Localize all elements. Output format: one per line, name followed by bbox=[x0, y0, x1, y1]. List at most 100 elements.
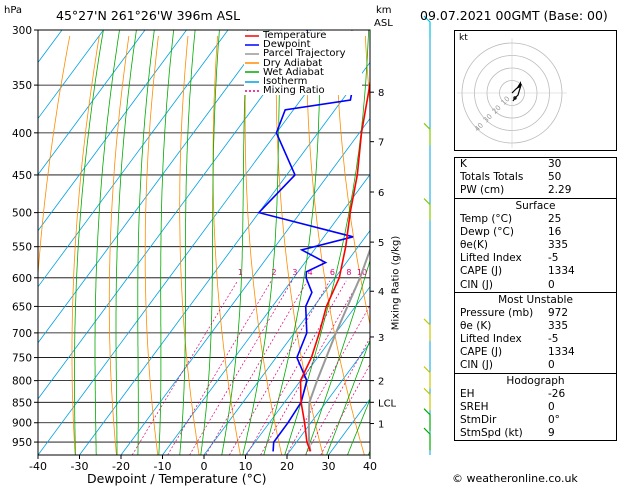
temperature-tick-label: -10 bbox=[154, 460, 172, 473]
index-label: EH bbox=[460, 387, 475, 400]
isotherm-line bbox=[38, 30, 353, 455]
dry-adiabat-line bbox=[335, 35, 370, 327]
index-label: Lifted Index bbox=[460, 252, 522, 265]
dry-adiabat-line bbox=[275, 35, 324, 455]
index-row: CIN (J) 0 bbox=[455, 279, 616, 292]
index-value: 0° bbox=[548, 414, 560, 426]
temperature-tick-label: 40 bbox=[363, 460, 377, 473]
legend-swatch bbox=[245, 89, 259, 92]
isotherm-line bbox=[38, 30, 187, 232]
legend-label: Wet Adiabat bbox=[263, 66, 324, 78]
x-axis-label: Dewpoint / Temperature (°C) bbox=[87, 471, 267, 486]
parcel-trajectory-line bbox=[307, 246, 370, 452]
pressure-tick-label: 550 bbox=[12, 242, 32, 254]
wet-adiabat-line bbox=[94, 30, 120, 455]
mixing-ratio-line bbox=[167, 280, 272, 455]
legend-label: Dewpoint bbox=[263, 39, 311, 51]
dry-adiabat-line bbox=[108, 35, 130, 455]
pressure-tick-label: 800 bbox=[12, 376, 32, 388]
wind-barb-icon bbox=[423, 15, 431, 38]
mixing-ratio-line bbox=[228, 280, 331, 455]
index-row: SREH 0 bbox=[455, 401, 616, 414]
legend-swatch bbox=[245, 53, 259, 55]
mixing-ratio-tick-label: 1 bbox=[238, 268, 243, 277]
index-label: θe (K) bbox=[460, 319, 492, 332]
index-row: Dewp (°C) 16 bbox=[455, 226, 616, 239]
wind-barb-icon bbox=[423, 427, 431, 451]
km-tick-label: 3 bbox=[378, 333, 384, 344]
index-value: 2.29 bbox=[548, 184, 572, 197]
wet-adiabat-line bbox=[158, 30, 175, 455]
index-section-title: Surface bbox=[455, 197, 616, 213]
temperature-tick-label: -40 bbox=[29, 460, 47, 473]
storm-motion-arrow-icon bbox=[516, 81, 521, 89]
header-datetime: 09.07.2021 00GMT (Base: 00) bbox=[420, 8, 608, 23]
mixing-ratio-tick-label: 8 bbox=[346, 268, 351, 277]
wind-barb-icon bbox=[423, 408, 431, 431]
index-label: Totals Totals bbox=[460, 171, 524, 184]
index-value: 16 bbox=[548, 225, 562, 238]
mixing-ratio-line bbox=[305, 337, 370, 455]
wind-barb-icon bbox=[423, 366, 431, 389]
index-row: StmSpd (kt) 9 bbox=[455, 427, 616, 440]
temperature-tick-label: 10 bbox=[239, 460, 253, 473]
footer-credit: © weatheronline.co.uk bbox=[452, 472, 578, 485]
pressure-tick-label: 450 bbox=[12, 170, 32, 182]
km-tick-label: 5 bbox=[378, 238, 384, 249]
wet-adiabat-line bbox=[200, 30, 220, 455]
isotherm-line bbox=[120, 117, 370, 455]
mixing-ratio-axis-label: Mixing Ratio (g/kg) bbox=[390, 235, 402, 331]
legend-item: Isotherm bbox=[244, 76, 362, 87]
wet-adiabat-line bbox=[221, 30, 248, 455]
wind-barb-icon bbox=[423, 318, 431, 341]
legend-swatch bbox=[245, 44, 259, 46]
index-value: 335 bbox=[548, 319, 569, 332]
axis-unit-km: km bbox=[376, 5, 392, 16]
wet-adiabat-line bbox=[347, 398, 370, 455]
index-row: K 30 bbox=[455, 158, 616, 171]
legend-swatch bbox=[245, 62, 259, 64]
index-row: CAPE (J) 1334 bbox=[455, 346, 616, 359]
index-section-title: Hodograph bbox=[455, 372, 616, 388]
index-value: 1334 bbox=[548, 265, 575, 278]
hodograph-ring-label: 20 bbox=[491, 104, 503, 116]
temperature-line bbox=[299, 77, 370, 452]
temperature-tick-label: 30 bbox=[322, 460, 336, 473]
dry-adiabat-line bbox=[244, 35, 283, 455]
km-tick-label: 7 bbox=[378, 138, 384, 149]
index-label: StmDir bbox=[460, 414, 497, 426]
wet-adiabat-line bbox=[305, 259, 370, 455]
isotherm-line bbox=[38, 30, 104, 120]
index-label: PW (cm) bbox=[460, 184, 505, 197]
isotherm-line bbox=[38, 30, 312, 400]
wet-adiabat-line bbox=[74, 30, 104, 455]
index-value: -5 bbox=[548, 252, 559, 265]
pressure-tick-label: 300 bbox=[12, 25, 32, 37]
index-row: StmDir 0° bbox=[455, 414, 616, 427]
temperature-tick-label: 0 bbox=[201, 460, 208, 473]
isotherm-line bbox=[286, 342, 370, 455]
hodograph-trace bbox=[511, 83, 523, 102]
index-row: Lifted Index -5 bbox=[455, 252, 616, 265]
wind-barb-icon bbox=[423, 198, 431, 221]
dry-adiabat-line bbox=[38, 35, 71, 280]
index-label: CIN (J) bbox=[460, 359, 493, 372]
index-value: 1334 bbox=[548, 346, 575, 359]
mixing-ratio-line bbox=[189, 280, 293, 455]
index-value: 0 bbox=[548, 400, 555, 413]
index-value: 335 bbox=[548, 238, 569, 251]
dry-adiabat-line bbox=[305, 35, 365, 455]
km-tick-label: 1 bbox=[378, 420, 384, 431]
index-row: EH -26 bbox=[455, 388, 616, 401]
axis-unit-hpa: hPa bbox=[4, 5, 23, 16]
index-row: Totals Totals 50 bbox=[455, 171, 616, 184]
index-value: -5 bbox=[548, 333, 559, 346]
mixing-ratio-tick-label: 4 bbox=[308, 268, 313, 277]
storm-motion-marker bbox=[513, 96, 517, 100]
index-value: 0 bbox=[548, 278, 555, 291]
dry-adiabat-line bbox=[144, 35, 159, 455]
index-row: Lifted Index -5 bbox=[455, 333, 616, 346]
legend-item: Wet Adiabat bbox=[244, 66, 362, 78]
index-value: 0 bbox=[548, 359, 555, 372]
